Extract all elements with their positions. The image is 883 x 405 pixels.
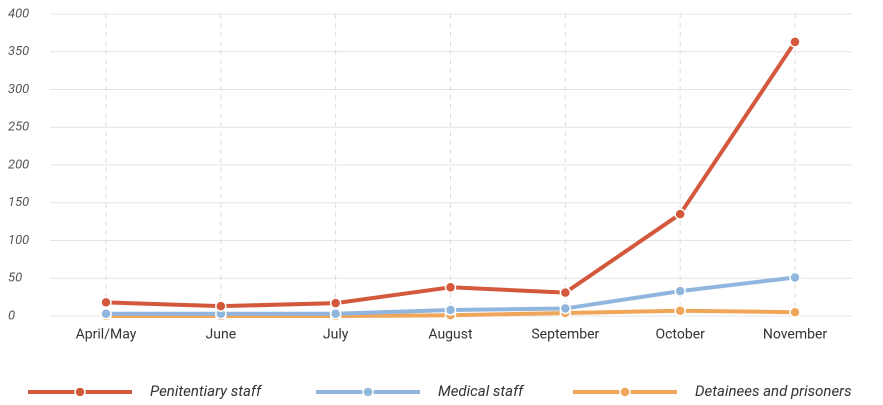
data-point	[329, 307, 342, 320]
y-tick-label: 350	[8, 44, 29, 59]
x-tick-label: November	[763, 327, 828, 343]
legend-dot	[362, 386, 374, 398]
data-point	[674, 208, 686, 220]
data-point	[100, 296, 112, 309]
x-tick-label: June	[206, 327, 237, 343]
y-tick-label: 0	[8, 308, 15, 323]
data-point	[559, 302, 572, 315]
y-tick-label: 100	[8, 233, 29, 248]
y-tick-label: 50	[8, 271, 22, 286]
data-point	[789, 306, 801, 318]
data-point	[444, 304, 457, 316]
y-tick-label: 150	[8, 195, 29, 210]
data-point	[674, 285, 686, 297]
y-tick-label: 400	[8, 6, 29, 21]
y-tick-label: 250	[8, 120, 29, 135]
x-tick-label: October	[655, 327, 705, 343]
x-tick-label: September	[531, 327, 599, 343]
data-point	[789, 36, 801, 48]
y-tick-label: 300	[8, 82, 29, 97]
legend-dot	[619, 386, 631, 398]
x-tick-label: July	[323, 327, 349, 343]
data-point	[329, 297, 342, 309]
data-point	[444, 281, 457, 294]
data-point	[559, 286, 572, 299]
x-tick-label: August	[428, 327, 473, 343]
y-tick-label: 200	[8, 157, 29, 172]
data-point	[789, 271, 801, 284]
legend-label: Medical staff	[438, 382, 525, 400]
data-point	[674, 304, 686, 317]
data-point	[215, 300, 227, 312]
data-point	[100, 307, 112, 320]
legend-label: Penitentiary staff	[150, 382, 263, 400]
x-tick-label: April/May	[76, 327, 137, 343]
legend-label: Detainees and prisoners	[695, 382, 852, 400]
legend-dot	[74, 386, 86, 398]
